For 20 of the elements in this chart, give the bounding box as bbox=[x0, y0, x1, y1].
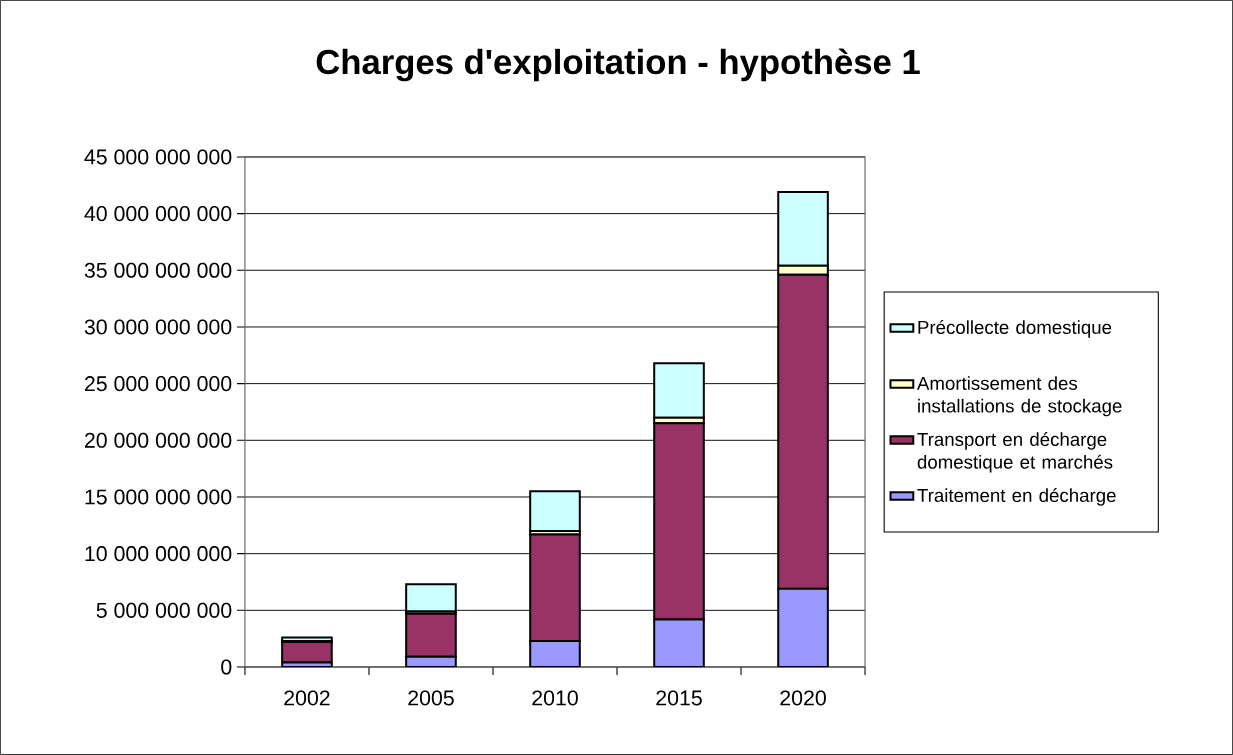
y-tick-label: 20 000 000 000 bbox=[84, 432, 232, 448]
y-tick-label: 25 000 000 000 bbox=[84, 376, 232, 392]
legend-label: Transport en décharge domestique et marchés bbox=[917, 432, 1113, 473]
legend-label: Traitement en décharge bbox=[917, 488, 1116, 506]
x-tick-label: 2010 bbox=[532, 690, 578, 706]
x-tick-label: 2002 bbox=[284, 690, 330, 706]
x-tick-label: 2020 bbox=[780, 690, 826, 706]
y-tick-label: 5 000 000 000 bbox=[96, 602, 232, 618]
legend-label: Précollecte domestique bbox=[918, 320, 1112, 338]
chart-title: Charges d'exploitation - hypothèse 1 bbox=[316, 48, 920, 82]
y-tick-label: 0 bbox=[221, 659, 232, 675]
y-tick-label: 35 000 000 000 bbox=[84, 262, 232, 278]
legend-label: Amortissement des installations de stockage bbox=[916, 376, 1122, 417]
x-tick-label: 2015 bbox=[656, 690, 702, 706]
y-tick-label: 30 000 000 000 bbox=[84, 319, 232, 335]
y-tick-label: 40 000 000 000 bbox=[84, 206, 232, 222]
y-tick-label: 15 000 000 000 bbox=[85, 489, 232, 505]
y-tick-label: 45 000 000 000 bbox=[84, 149, 232, 165]
y-tick-label: 10 000 000 000 bbox=[85, 546, 232, 562]
x-tick-label: 2005 bbox=[408, 690, 454, 706]
